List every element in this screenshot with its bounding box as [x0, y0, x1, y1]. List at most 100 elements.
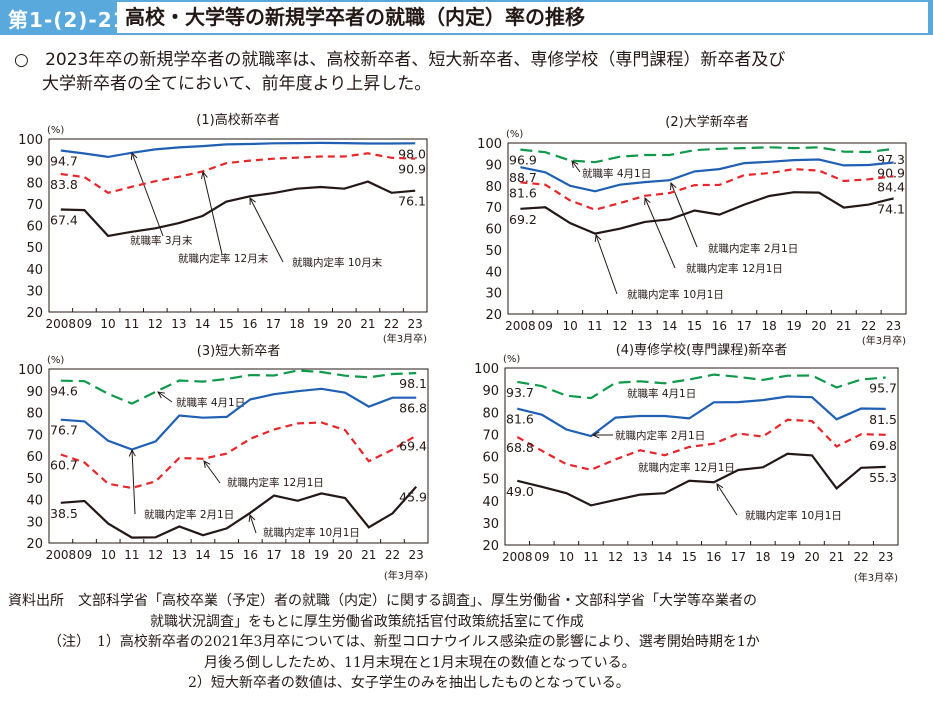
y-tick-label: 20	[485, 308, 502, 323]
annotation-arrow	[644, 197, 676, 269]
series-line-3	[520, 167, 894, 211]
y-tick-label: 100	[477, 137, 502, 152]
y-tick-label: 100	[18, 363, 43, 378]
y-tick-label: 100	[474, 362, 499, 377]
y-tick-label: 20	[26, 306, 43, 321]
y-tick-label: 50	[26, 472, 43, 487]
start-value-label: 69.2	[509, 212, 537, 227]
x-tick-label: 23	[409, 548, 424, 562]
arrow-head	[591, 431, 600, 439]
series-line-1	[60, 369, 417, 405]
start-value-label: 60.7	[50, 457, 78, 472]
y-tick-label: 50	[485, 244, 502, 259]
y-tick-label: 80	[26, 407, 43, 422]
end-value-label: 69.4	[399, 439, 427, 454]
series-line-4	[520, 191, 894, 235]
x-tick-label: 23	[886, 319, 901, 333]
start-value-label: 93.7	[506, 385, 534, 400]
x-tick-label: 11	[583, 550, 598, 564]
x-tick-label: 23	[408, 317, 423, 331]
arrow-head	[571, 160, 579, 168]
y-tick-label: 40	[26, 263, 43, 278]
x-tick-label: 19	[786, 319, 801, 333]
x-tick-label: 17	[737, 319, 752, 333]
series-label: 就職内定率 2月1日	[708, 242, 798, 255]
series-label: 就職内定率 10月末	[292, 256, 383, 269]
x-tick-label: 20	[811, 319, 826, 333]
y-tick-label: 80	[485, 180, 502, 195]
annotation-arrow	[131, 152, 164, 237]
arrow-head	[200, 170, 208, 179]
x-axis-unit: (年3月卒)	[854, 571, 898, 584]
series-line-1	[520, 146, 894, 164]
end-value-label: 98.1	[399, 376, 427, 391]
start-value-label: 96.9	[509, 153, 537, 168]
y-tick-label: 50	[26, 241, 43, 256]
start-value-label: 81.6	[506, 412, 534, 427]
bullet: ○	[14, 50, 29, 70]
annotation-arrow	[131, 449, 136, 515]
start-value-label: 67.4	[50, 212, 78, 227]
x-tick-label: 22	[861, 319, 876, 333]
series-label: 就職率 4月1日	[627, 387, 696, 400]
x-tick-label: 23	[878, 550, 893, 564]
y-tick-label: 90	[482, 384, 499, 399]
x-axis-unit: (年3月卒)	[383, 332, 427, 345]
x-tick-label: 09	[534, 550, 549, 564]
source-line-2: 就職状況調査」をもとに厚生労働省政策統括官付政策統括室にて作成	[150, 613, 584, 630]
end-value-label: 81.5	[869, 412, 897, 427]
annotation-arrow	[203, 460, 221, 484]
x-tick-label: 11	[587, 319, 602, 333]
y-tick-label: 30	[482, 517, 499, 532]
plot-frame	[48, 368, 429, 544]
arrow-head	[157, 391, 165, 399]
x-tick-label: 17	[266, 317, 281, 331]
x-tick-label: 10	[563, 319, 578, 333]
y-axis-unit: (%)	[503, 354, 520, 365]
arrow-head	[716, 483, 724, 492]
arrow-head	[644, 196, 651, 206]
end-value-label: 86.8	[399, 401, 427, 416]
start-value-label: 88.7	[509, 170, 537, 185]
arrow-head	[203, 460, 211, 468]
summary-line-1: 2023年卒の新規学卒者の就職率は、高校新卒者、短大新卒者、専修学校（専門課程）…	[45, 50, 786, 70]
start-value-label: 49.0	[506, 484, 534, 499]
footer-notes: 資料出所 文部科学省「高校卒業（予定）者の就職（内定）に関する調査」、厚生労働省…	[8, 591, 760, 694]
y-axis-unit: (%)	[47, 125, 64, 136]
chart-4: (4)専修学校(専門課程)新卒者 (%) 20 30 40 50 60 70 80 90 100 20…	[474, 342, 899, 584]
y-tick-label: 70	[485, 201, 502, 216]
x-tick-label: 22	[854, 550, 869, 564]
x-tick-label: 10	[559, 550, 574, 564]
annotation-arrow	[571, 160, 581, 173]
y-tick-label: 70	[482, 428, 499, 443]
x-tick-label: 20	[337, 548, 352, 562]
note-1-line-2: 月後ろ倒ししたため、11月末現在と1月末現在の数値となっている。	[204, 654, 636, 671]
start-value-label: 94.7	[50, 153, 78, 168]
x-tick-label: 17	[266, 548, 281, 562]
x-tick-label: 13	[171, 317, 186, 331]
note-1-line-1: （注） 1）高校新卒者の2021年3月卒については、新型コロナウイルス感染症の影…	[48, 634, 760, 650]
series-line-3	[60, 180, 416, 238]
x-tick-label: 12	[612, 319, 627, 333]
arrow-head	[594, 233, 602, 243]
x-tick-label: 21	[836, 319, 851, 333]
y-axis-unit: (%)	[47, 355, 64, 366]
x-tick-label: 21	[361, 548, 376, 562]
series-label: 就職内定率 10月1日	[627, 288, 724, 301]
x-tick-label: 19	[313, 317, 328, 331]
x-tick-label: 09	[77, 548, 92, 562]
chart-title: (4)専修学校(専門課程)新卒者	[616, 342, 788, 358]
chart-title: (1)高校新卒者	[196, 112, 279, 128]
y-tick-label: 30	[26, 284, 43, 299]
summary-text: ○ 2023年卒の新規学卒者の就職率は、高校新卒者、短大新卒者、専修学校（専門課…	[14, 48, 919, 96]
annotation-arrow	[202, 171, 223, 255]
arrow-head	[249, 196, 256, 206]
x-tick-label: 13	[172, 548, 187, 562]
plot-frame	[48, 138, 428, 313]
annotation-arrow	[716, 483, 738, 516]
x-tick-label: 16	[712, 319, 727, 333]
end-value-label: 95.7	[869, 381, 897, 396]
series-line-2	[60, 387, 417, 451]
y-tick-label: 90	[26, 155, 43, 170]
